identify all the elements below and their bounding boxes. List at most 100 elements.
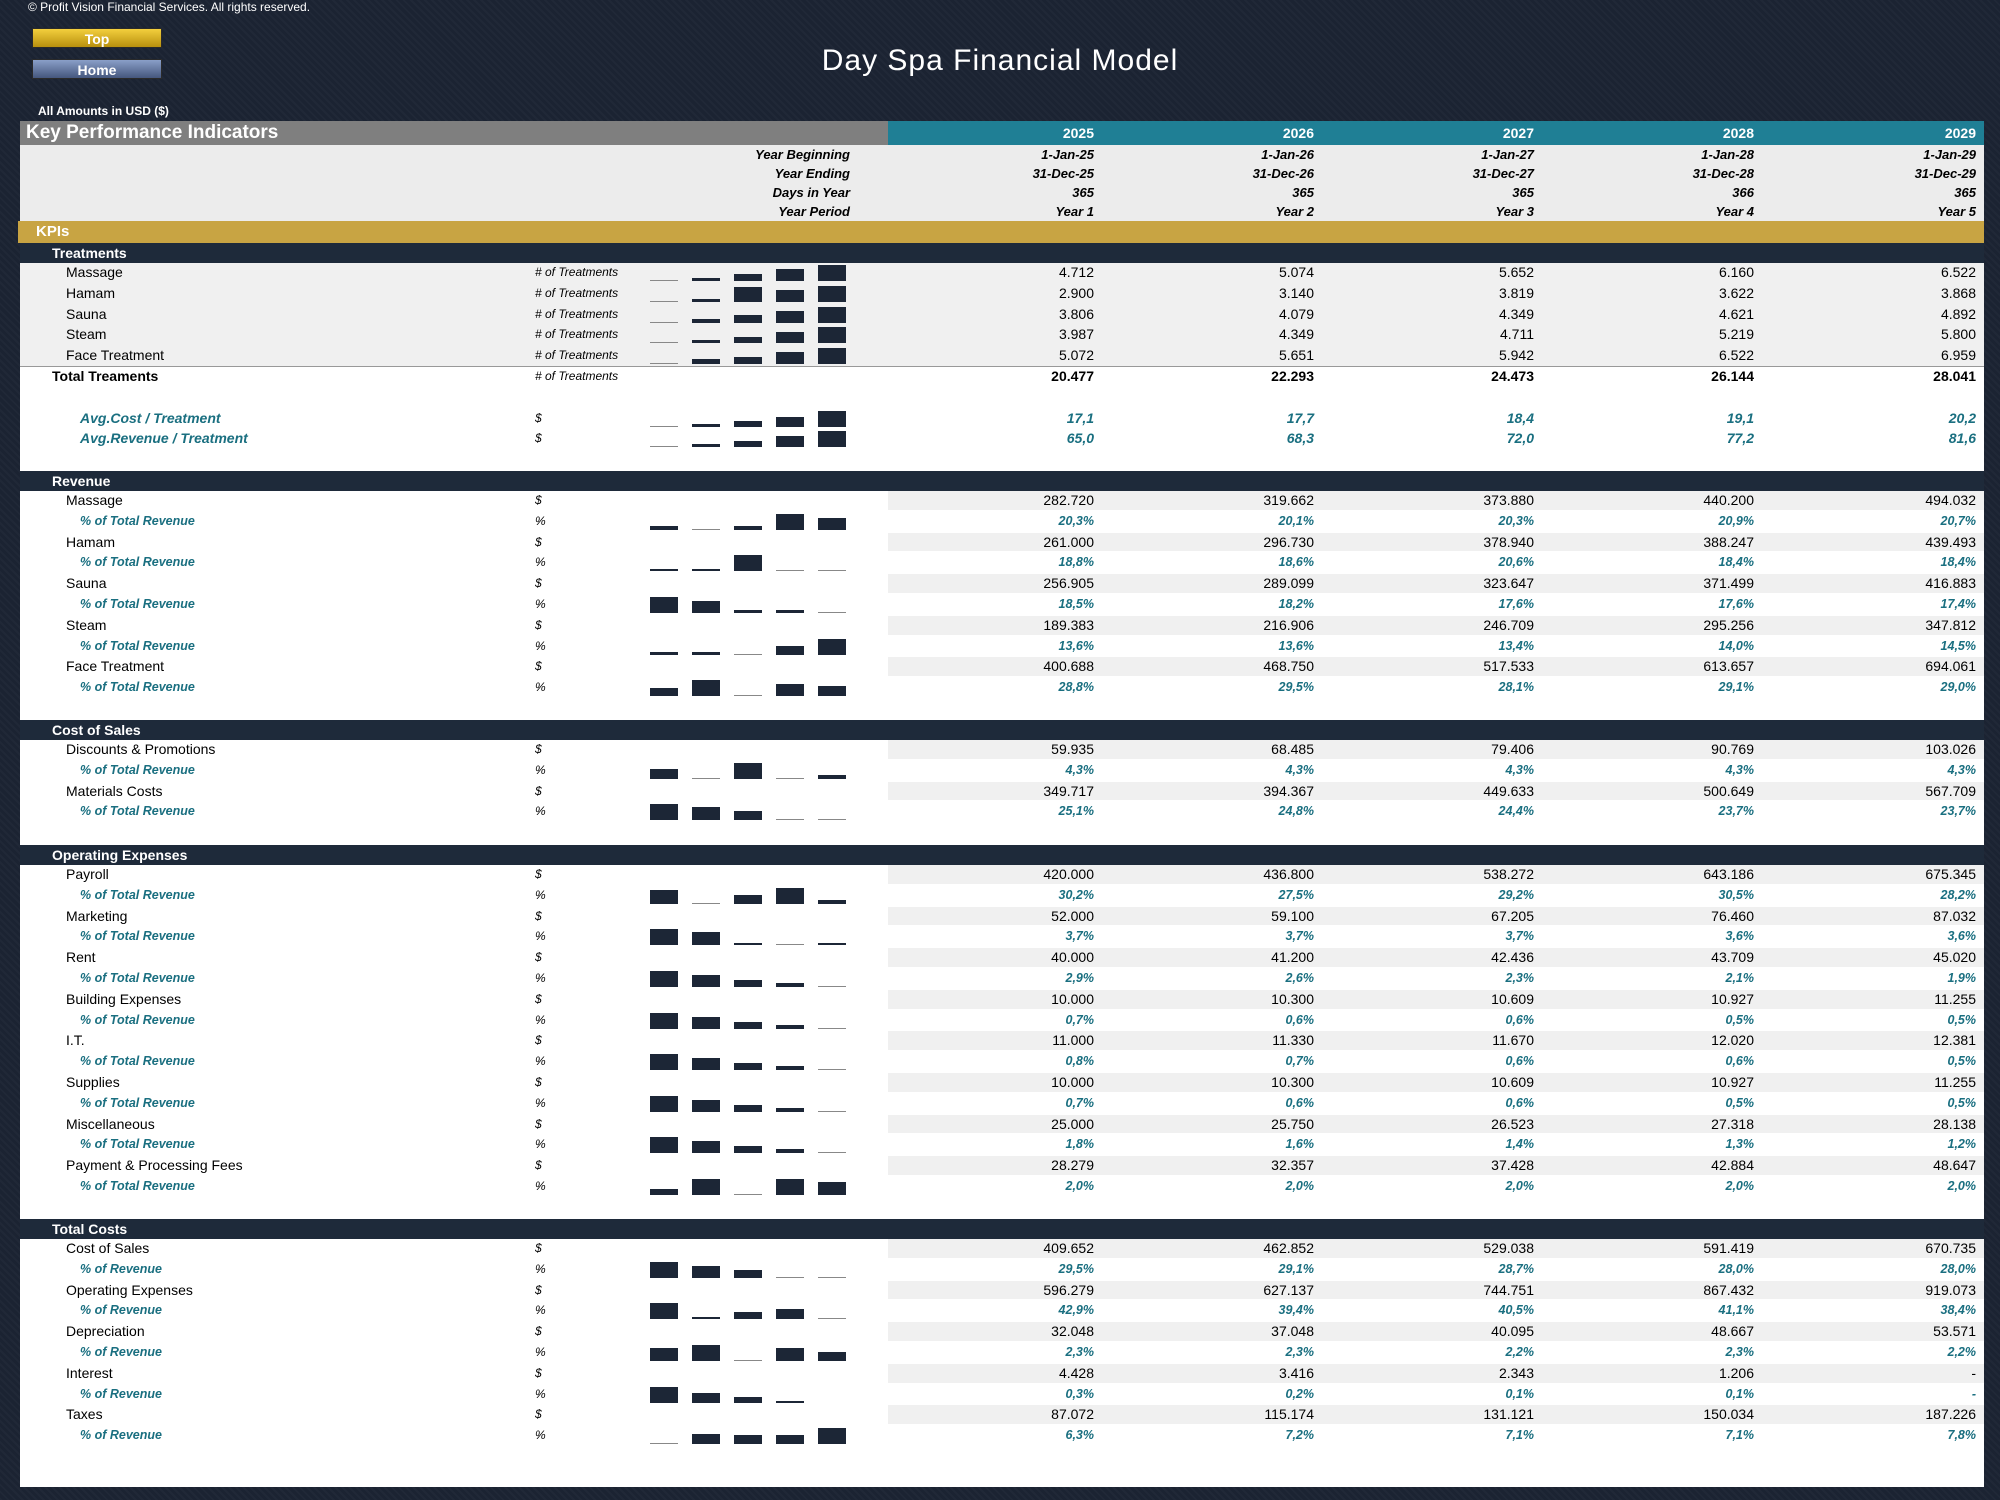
treatment-row-unit: # of Treatments (535, 306, 619, 321)
total-costs-row-value: 627.137 (1263, 1281, 1314, 1298)
value-band (888, 1239, 1984, 1258)
value-band (888, 740, 1984, 759)
operating-expenses-row-unit: $ (535, 950, 542, 965)
operating-expenses-pct-value: 1,6% (1285, 1137, 1315, 1152)
spark-bar (692, 975, 720, 987)
operating-expenses-row-value: 37.428 (1491, 1157, 1534, 1174)
total-costs-pct-label: % of Revenue (80, 1261, 162, 1276)
total-costs-row-label: Depreciation (66, 1323, 145, 1340)
value-band (888, 906, 1984, 926)
operating-expenses-pct-value: 28,2% (1940, 887, 1976, 902)
cost-of-sales-row-unit: $ (535, 783, 542, 798)
year-header-2028: 2028 (1722, 125, 1754, 141)
spark-bar (734, 943, 762, 946)
revenue-pct-value: 28,1% (1498, 680, 1534, 695)
spark-bar (776, 352, 804, 365)
total-costs-pct-value: 6,3% (1065, 1428, 1095, 1443)
revenue-pct-value: 14,5% (1940, 638, 1976, 653)
total-costs-row-value: 3.416 (1278, 1364, 1314, 1381)
revenue-row-value: 378.940 (1483, 533, 1534, 550)
total-costs-row-unit: $ (535, 1365, 542, 1380)
revenue-row-label: Face Treatment (66, 658, 165, 675)
revenue-row-value: 517.533 (1483, 658, 1534, 675)
home-button[interactable]: Home (32, 59, 162, 79)
operating-expenses-row-unit: $ (535, 908, 542, 923)
operating-expenses-row-unit: $ (535, 1158, 542, 1173)
period-value: 1-Jan-28 (1701, 147, 1754, 162)
revenue-row-value: 439.493 (1925, 533, 1976, 550)
treatment-row-unit: # of Treatments (535, 265, 619, 279)
revenue-row-label: Hamam (66, 533, 116, 550)
total-costs-title: Total Costs (52, 1221, 128, 1237)
total-costs-row-value: 37.048 (1271, 1323, 1314, 1340)
spark-bar (776, 887, 804, 904)
spark-bar (650, 651, 678, 655)
operating-expenses-sparkline (650, 1136, 850, 1154)
operating-expenses-pct-value: 2,3% (1505, 971, 1535, 985)
spark-bar (776, 1179, 804, 1195)
total-costs-pct-value: 2,2% (1947, 1345, 1977, 1359)
revenue-pct-label: % of Total Revenue (80, 555, 195, 570)
spark-bar (692, 1345, 720, 1361)
total-costs-row-value: 670.735 (1925, 1240, 1976, 1256)
operating-expenses-header (20, 845, 1984, 865)
page-title: Day Spa Financial Model (821, 44, 1179, 77)
treatment-row-value: 5.800 (1940, 326, 1976, 343)
revenue-row-value: 189.383 (1043, 616, 1094, 633)
operating-expenses-pct-unit: % (535, 1179, 546, 1193)
revenue-sparkline (650, 513, 850, 530)
cost-of-sales-pct-value: 25,1% (1058, 804, 1094, 819)
spark-bar (818, 517, 846, 530)
treatment-row-sparkline (650, 347, 850, 365)
total-costs-row-unit: $ (535, 1324, 542, 1339)
operating-expenses-row-value: 59.100 (1271, 907, 1314, 924)
total-treatments-unit: # of Treatments (535, 369, 619, 383)
total-treatments-value: 22.293 (1271, 368, 1314, 384)
treatment-row-value: 6.522 (1718, 347, 1754, 364)
total-costs-row-value: 2.343 (1498, 1364, 1534, 1381)
spark-bar (692, 1179, 720, 1195)
cost-of-sales-pct-value: 24,8% (1278, 804, 1314, 819)
total-costs-header (20, 1219, 1984, 1239)
operating-expenses-pct-value: 29,2% (1498, 887, 1534, 902)
cost-of-sales-pct-value: 4,3% (1285, 762, 1315, 777)
total-costs-row-value: 48.667 (1711, 1323, 1754, 1340)
spark-bar (776, 610, 804, 613)
avg-row-value: 19,1 (1726, 409, 1754, 426)
cost-of-sales-row-value: 59.935 (1051, 741, 1094, 757)
avg-row-unit: $ (535, 431, 542, 446)
spark-bar (650, 1189, 678, 1195)
total-costs-pct-value: 28,0% (1718, 1261, 1754, 1276)
operating-expenses-pct-value: 0,6% (1505, 1054, 1535, 1069)
total-costs-row-value: 53.571 (1933, 1323, 1976, 1340)
cost-of-sales-pct-unit: % (535, 804, 546, 819)
period-value: 31-Dec-26 (1252, 166, 1314, 181)
cost-of-sales-row-value: 449.633 (1483, 782, 1534, 799)
revenue-pct-value: 17,6% (1718, 597, 1754, 611)
total-costs-pct-value: 7,8% (1947, 1428, 1977, 1443)
treatments-band (20, 263, 1984, 367)
spark-bar (776, 310, 804, 323)
cost-of-sales-title: Cost of Sales (52, 722, 141, 738)
operating-expenses-pct-value: 0,5% (1725, 1012, 1755, 1027)
revenue-row-value: 261.000 (1043, 533, 1094, 550)
spark-bar (776, 1309, 804, 1320)
spark-bar (776, 1107, 804, 1112)
treatment-row-value: 6.160 (1718, 264, 1754, 280)
kpis-label: KPIs (36, 223, 70, 240)
total-costs-pct-value: - (1971, 1386, 1976, 1401)
operating-expenses-row-value: 25.750 (1271, 1115, 1314, 1132)
top-button[interactable]: Top (32, 28, 162, 48)
spark-baseline (818, 819, 846, 821)
revenue-row-value: 694.061 (1925, 658, 1976, 675)
spark-baseline (650, 446, 678, 448)
total-costs-row-value: 744.751 (1483, 1281, 1534, 1298)
total-costs-row-value: - (1971, 1364, 1976, 1381)
total-costs-row-value: 596.279 (1043, 1281, 1094, 1298)
operating-expenses-pct-label: % of Total Revenue (80, 929, 195, 944)
operating-expenses-sparkline (650, 928, 850, 946)
avg-row-value: 81,6 (1948, 430, 1976, 447)
spark-bar (776, 1435, 804, 1445)
value-band (888, 574, 1984, 593)
operating-expenses-row-value: 67.205 (1491, 907, 1534, 924)
